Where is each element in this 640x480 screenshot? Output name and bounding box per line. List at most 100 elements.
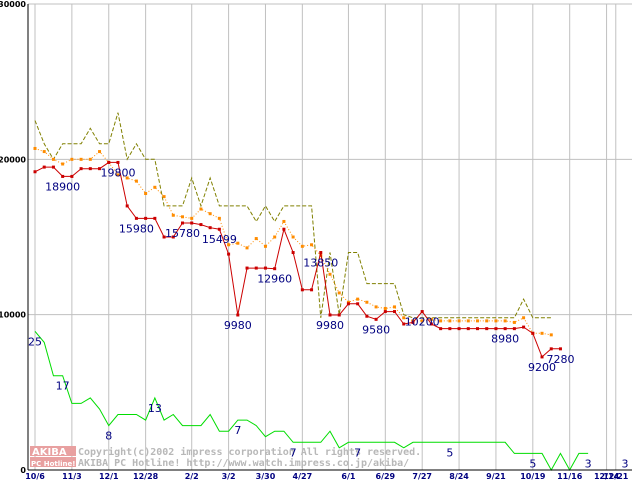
series-point-average xyxy=(88,157,92,161)
series-point-average xyxy=(485,319,489,323)
series-point-low xyxy=(393,310,397,314)
data-label: 10200 xyxy=(405,316,440,329)
data-label: 13850 xyxy=(303,257,338,270)
series-point-low xyxy=(448,327,452,331)
watermark-logo-bottom-box xyxy=(30,457,76,467)
series-point-low xyxy=(365,314,369,318)
series-point-low xyxy=(171,235,175,239)
data-label: 19800 xyxy=(100,166,135,179)
series-line-high xyxy=(34,112,552,319)
series-point-average xyxy=(356,297,360,301)
series-point-low xyxy=(208,226,212,230)
data-labels: 25 17 8 13 7 7 7 5 5 3 3 18900 19800 15980 15780 15499 9… xyxy=(28,166,629,470)
series-point-average xyxy=(236,241,240,245)
series-point-average xyxy=(144,192,148,196)
series-point-low xyxy=(42,165,46,169)
series-point-average xyxy=(466,319,470,323)
series-point-average xyxy=(245,246,249,250)
x-tick-label: 12/14 xyxy=(594,472,620,480)
x-tick-label: 12/28 xyxy=(133,472,159,480)
series-point-low xyxy=(411,320,415,324)
data-label: 7280 xyxy=(546,353,574,366)
series-point-low xyxy=(522,325,526,329)
series-point-low xyxy=(98,167,102,171)
series-point-average xyxy=(61,162,65,166)
series-point-average xyxy=(273,235,277,239)
series-point-low xyxy=(125,204,129,208)
series-point-average xyxy=(153,185,157,189)
series-point-average xyxy=(549,333,553,337)
data-label: 5 xyxy=(529,457,536,470)
series-point-low xyxy=(144,216,148,220)
series-point-average xyxy=(254,237,258,241)
data-label: 3 xyxy=(585,457,592,470)
data-label: 25 xyxy=(28,335,42,348)
x-tick-label: 6/29 xyxy=(376,472,396,480)
series-point-average xyxy=(208,212,212,216)
series-point-low xyxy=(549,347,553,351)
series-point-low xyxy=(402,322,406,326)
watermark-logo-top: AKIBA xyxy=(32,447,67,458)
data-label: 8980 xyxy=(491,333,519,346)
data-label: 9580 xyxy=(362,323,390,336)
x-tick-label: 10/6 xyxy=(25,472,45,480)
series-point-low xyxy=(512,327,516,331)
data-label: 7 xyxy=(234,424,241,437)
series-point-low xyxy=(181,221,184,225)
series-point-low xyxy=(503,327,507,331)
series-point-low xyxy=(134,216,138,220)
data-label: 15980 xyxy=(119,222,154,235)
watermark-url: AKIBA PC Hotline! http://www.watch.impre… xyxy=(78,457,409,469)
x-tick-label: 3/30 xyxy=(256,472,276,480)
watermark-logo-top-box xyxy=(30,446,76,456)
series-point-average xyxy=(503,319,507,323)
series-point-low xyxy=(282,227,286,231)
series-point-low xyxy=(531,331,535,335)
series-point-average xyxy=(383,306,387,310)
data-label: 3 xyxy=(622,457,629,470)
series-point-average xyxy=(116,173,120,177)
series-point-low xyxy=(457,327,461,331)
series-point-average xyxy=(310,243,314,247)
x-tick-label: 11/16 xyxy=(557,472,583,480)
series-point-low xyxy=(254,266,258,270)
y-tick-label: 30000 xyxy=(0,0,26,9)
x-tick-label: 12/21 xyxy=(603,472,629,480)
series-point-average xyxy=(346,300,350,304)
series-point-low xyxy=(291,251,295,255)
series-point-average xyxy=(125,176,129,180)
series-point-low xyxy=(328,313,332,317)
series-point-average xyxy=(51,157,55,161)
data-label: 18900 xyxy=(45,180,80,193)
x-tick-label: 10/19 xyxy=(520,472,546,480)
series-point-low xyxy=(337,313,341,317)
series-point-low xyxy=(245,266,249,270)
series-point-average xyxy=(402,316,406,320)
series-point-average xyxy=(374,305,378,309)
series-point-low xyxy=(356,302,360,306)
series-point-average xyxy=(199,207,203,211)
series-point-average xyxy=(171,213,175,217)
data-label: 9200 xyxy=(528,361,556,374)
series-point-average xyxy=(162,195,166,199)
x-tick-label: 7/27 xyxy=(412,472,432,480)
data-label: 9980 xyxy=(316,319,344,332)
series-point-average xyxy=(540,331,544,335)
series-point-low xyxy=(300,288,304,292)
series-point-average xyxy=(181,215,184,219)
series-point-average xyxy=(282,219,286,223)
series-point-low xyxy=(485,327,489,331)
series-point-low xyxy=(199,223,203,227)
series-point-average xyxy=(33,146,37,150)
series-point-low xyxy=(263,266,267,270)
x-tick-label: 2/2 xyxy=(185,472,199,480)
data-label: 15499 xyxy=(202,233,237,246)
series-point-low xyxy=(558,347,562,351)
series-line-shops xyxy=(34,330,589,472)
series-point-average xyxy=(79,157,83,161)
data-label: 7 xyxy=(354,446,361,459)
y-tick-label: 0 xyxy=(20,466,26,475)
x-tick-label: 9/21 xyxy=(486,472,506,480)
series-point-low xyxy=(79,167,83,171)
